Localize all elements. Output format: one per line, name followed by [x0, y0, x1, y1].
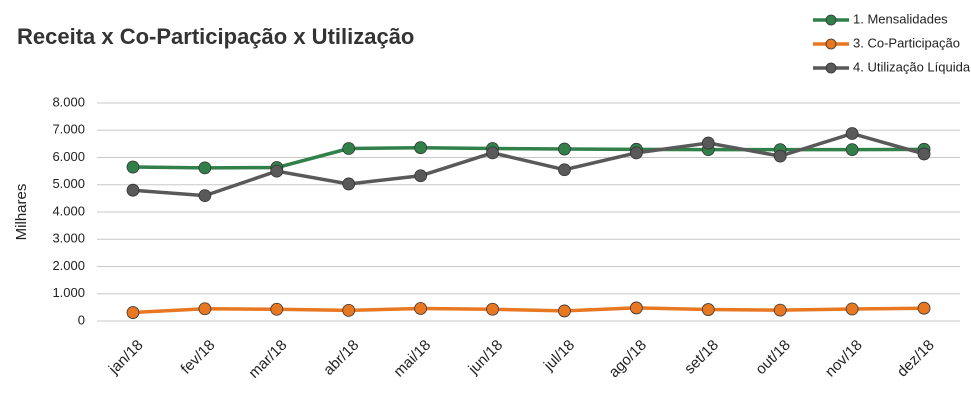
point — [629, 146, 643, 160]
point — [414, 302, 428, 315]
point — [629, 301, 643, 315]
x-tick-label: jul/18 — [540, 337, 578, 375]
series-line — [132, 306, 925, 315]
point — [773, 303, 787, 317]
x-tick-label: mai/18 — [390, 337, 434, 381]
series-line — [132, 131, 925, 198]
point — [342, 142, 356, 155]
point — [701, 136, 715, 150]
x-tick-label: dez/18 — [894, 337, 938, 381]
point — [198, 302, 212, 316]
y-tick-label: 5.000 — [52, 176, 85, 191]
y-tick-label: 6.000 — [52, 149, 85, 164]
y-tick-label: 2.000 — [52, 258, 85, 273]
point — [270, 302, 284, 316]
legend-marker — [825, 62, 837, 74]
point — [486, 302, 499, 316]
point — [414, 141, 428, 155]
y-tick-label: 7.000 — [52, 122, 85, 137]
y-tick-label: 1.000 — [52, 285, 85, 300]
y-tick-label: 3.000 — [52, 231, 85, 246]
legend-marker — [825, 38, 837, 50]
point — [126, 160, 140, 174]
point — [558, 163, 571, 177]
point — [198, 161, 212, 175]
point — [414, 169, 428, 183]
point — [198, 189, 212, 203]
x-tick-label: jan/18 — [105, 337, 147, 379]
y-tick-label: 0 — [78, 312, 85, 327]
point — [917, 301, 931, 315]
x-tick-label: nov/18 — [822, 337, 866, 381]
x-tick-label: jun/18 — [465, 337, 507, 379]
x-tick-label: fev/18 — [178, 337, 219, 378]
y-tick-label: 4.000 — [52, 203, 85, 218]
legend-label: 1. Mensalidades — [853, 11, 948, 26]
point — [845, 143, 859, 156]
point — [558, 304, 571, 318]
series-line — [132, 145, 925, 170]
y-axis-label: Milhares — [13, 184, 30, 241]
legend-label: 3. Co-Participação — [853, 35, 960, 50]
point — [342, 177, 356, 191]
point — [270, 164, 284, 178]
point — [486, 146, 499, 160]
legend-label: 4. Utilização Líquida — [853, 59, 971, 74]
chart-title: Receita x Co-Participação x Utilização — [17, 24, 414, 49]
point — [845, 302, 859, 316]
point — [342, 303, 356, 317]
point — [917, 147, 931, 161]
x-tick-label: abr/18 — [320, 337, 362, 379]
legend-marker — [825, 14, 837, 26]
x-tick-label: ago/18 — [606, 337, 650, 381]
x-tick-label: mar/18 — [245, 337, 290, 382]
point — [701, 303, 715, 316]
point — [126, 183, 140, 197]
y-tick-label: 8.000 — [52, 94, 85, 109]
x-tick-label: out/18 — [752, 337, 794, 379]
x-tick-label: set/18 — [681, 337, 722, 378]
point — [845, 127, 859, 140]
point — [773, 149, 787, 163]
point — [558, 142, 571, 156]
point — [126, 306, 140, 319]
